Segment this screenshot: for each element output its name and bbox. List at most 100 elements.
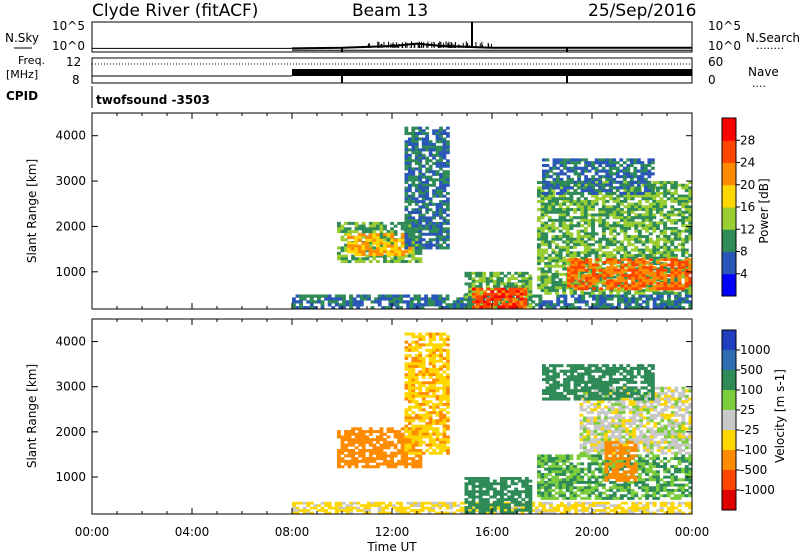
- heatmap-cell: [656, 306, 661, 310]
- heatmap-cell: [627, 258, 632, 262]
- heatmap-cell: [549, 506, 554, 510]
- heatmap-cell: [358, 438, 363, 442]
- heatmap-cell: [670, 465, 675, 468]
- heatmap-cell: [421, 132, 426, 136]
- heatmap-cell: [612, 180, 617, 184]
- heatmap-cell: [579, 424, 584, 428]
- heatmap-cell: [580, 240, 585, 244]
- heatmap-cell: [598, 480, 603, 484]
- heatmap-cell: [637, 248, 642, 252]
- heatmap-cell: [616, 221, 621, 225]
- heatmap-cell: [641, 183, 646, 187]
- heatmap-cell: [538, 306, 543, 310]
- heatmap-cell: [507, 271, 511, 275]
- heatmap-cell: [580, 278, 585, 282]
- heatmap-cell: [524, 503, 529, 507]
- heatmap-cell: [567, 268, 571, 272]
- heatmap-cell: [344, 462, 348, 466]
- heatmap-cell: [351, 254, 356, 258]
- heatmap-cell: [652, 287, 657, 291]
- heatmap-cell: [580, 491, 585, 495]
- heatmap-cell: [383, 446, 387, 450]
- heatmap-cell: [563, 297, 568, 301]
- heatmap-cell: [648, 194, 653, 198]
- heatmap-cell: [545, 186, 550, 190]
- heatmap-cell: [606, 279, 611, 283]
- heatmap-cell: [674, 268, 679, 272]
- heatmap-cell: [633, 189, 638, 193]
- heatmap-cell: [598, 197, 603, 201]
- heatmap-cell: [431, 509, 436, 512]
- heatmap-cell: [623, 486, 628, 490]
- heatmap-cell: [475, 290, 480, 294]
- heatmap-cell: [663, 306, 668, 310]
- heatmap-cell: [459, 306, 464, 310]
- heatmap-cell: [544, 210, 549, 214]
- heatmap-cell: [500, 282, 504, 286]
- heatmap-cell: [558, 213, 563, 217]
- heatmap-cell: [404, 156, 409, 160]
- heatmap-cell: [468, 482, 472, 486]
- heatmap-cell: [638, 274, 643, 278]
- heatmap-cell: [435, 189, 440, 193]
- heatmap-cell: [598, 483, 603, 487]
- heatmap-cell: [439, 167, 443, 171]
- heatmap-cell: [497, 297, 502, 301]
- heatmap-cell: [648, 289, 653, 293]
- heatmap-cell: [609, 226, 613, 230]
- heatmap-cell: [681, 306, 686, 310]
- heatmap-cell: [537, 229, 541, 233]
- heatmap-cell: [645, 256, 650, 260]
- heatmap-cell: [379, 430, 384, 434]
- heatmap-cell: [407, 175, 412, 179]
- heatmap-cell: [670, 258, 675, 262]
- heatmap-cell: [677, 243, 682, 247]
- heatmap-cell: [496, 271, 501, 275]
- heatmap-cell: [616, 245, 621, 249]
- heatmap-cell: [411, 251, 416, 255]
- noise-right-tick-bottom: 10^0: [708, 39, 741, 53]
- heatmap-cell: [354, 451, 359, 455]
- heatmap-cell: [386, 230, 391, 234]
- heatmap-cell: [414, 257, 419, 261]
- heatmap-cell: [386, 462, 391, 466]
- heatmap-cell: [576, 253, 581, 257]
- heatmap-cell: [299, 294, 304, 298]
- heatmap-cell: [587, 169, 592, 173]
- heatmap-cell: [365, 227, 370, 231]
- heatmap-cell: [638, 294, 643, 298]
- heatmap-cell: [404, 140, 409, 144]
- heatmap-cell: [439, 216, 443, 220]
- heatmap-cell: [547, 202, 552, 206]
- heatmap-cell: [350, 236, 355, 240]
- heatmap-cell: [666, 289, 671, 293]
- heatmap-cell: [594, 483, 599, 487]
- heatmap-cell: [551, 210, 556, 214]
- heatmap-cell: [492, 508, 497, 512]
- heatmap-cell: [673, 496, 678, 500]
- heatmap-cell: [620, 274, 625, 278]
- heatmap-cell: [583, 253, 588, 257]
- heatmap-cell: [456, 504, 461, 507]
- heatmap-cell: [549, 511, 554, 515]
- heatmap-cell: [612, 213, 617, 217]
- heatmap-cell: [552, 161, 557, 165]
- heatmap-cell: [407, 189, 412, 193]
- heatmap-cell: [418, 243, 423, 247]
- heatmap-cell: [432, 202, 436, 206]
- heatmap-cell: [594, 183, 599, 187]
- heatmap-cell: [420, 306, 425, 310]
- heatmap-cell: [354, 238, 359, 243]
- heatmap-cell: [446, 243, 450, 247]
- heatmap-cell: [599, 306, 604, 310]
- heatmap-cell: [356, 501, 361, 505]
- heatmap-cell: [306, 504, 311, 507]
- heatmap-cell: [439, 175, 443, 179]
- heatmap-cell: [567, 271, 571, 275]
- heatmap-cell: [570, 158, 574, 162]
- heatmap-cell: [478, 492, 483, 496]
- heatmap-cell: [361, 454, 366, 458]
- heatmap-cell: [580, 218, 585, 222]
- heatmap-cell: [432, 183, 436, 187]
